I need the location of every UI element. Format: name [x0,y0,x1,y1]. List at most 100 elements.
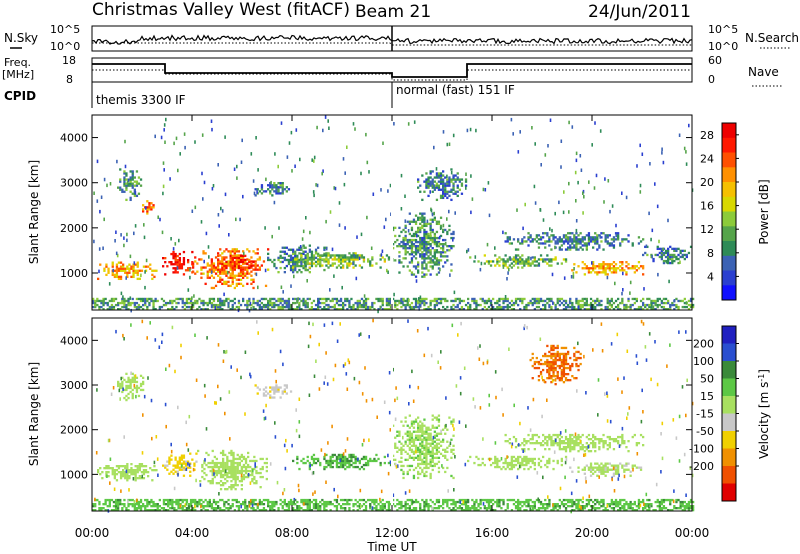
velocity-cell [521,461,524,465]
power-cell [589,267,593,270]
power-cell [273,305,276,309]
velocity-cell [193,464,196,467]
velocity-cell [178,462,181,465]
velocity-cell [573,358,576,362]
power-cell [339,262,343,265]
velocity-cell [226,463,229,467]
power-noise-cell [100,195,103,199]
velocity-cell [101,477,104,480]
power-cell [231,271,234,274]
velocity-cell [592,468,595,471]
power-cell [437,308,441,311]
power-cell [92,297,95,301]
power-cell [110,299,114,303]
velocity-cell [348,461,351,465]
power-cell [660,301,663,305]
power-cell [417,226,420,230]
velocity-cell [105,473,108,476]
power-cell [421,238,424,242]
power-cell [127,184,130,187]
velocity-cell [408,438,411,441]
velocity-cell [435,432,439,435]
velocity-cell [373,459,376,463]
power-cell [460,299,464,303]
velocity-cell [602,466,605,469]
power-noise-cell [582,211,584,215]
power-cell [583,236,586,239]
power-cell [608,308,611,311]
power-cell [381,299,384,303]
power-cell [304,262,307,265]
power-cell [123,170,126,173]
power-cell [298,260,301,264]
power-cell [621,263,624,266]
power-cell [394,240,397,244]
velocity-cell [558,352,561,356]
power-cell [437,180,441,183]
velocity-cell [261,475,264,479]
power-cell [639,308,643,311]
power-noise-cell [311,158,313,162]
power-cell [621,240,624,243]
power-cell [352,303,355,307]
power-cell [521,254,524,257]
power-cell [344,258,347,261]
velocity-cell [400,464,403,468]
power-cell [219,254,222,257]
power-cell [362,258,366,261]
power-cell [423,261,426,264]
power-cell [483,262,486,265]
power-cell [244,258,247,262]
power-cell [212,270,216,273]
power-cell [329,299,332,303]
power-cell [196,308,199,311]
power-noise-cell [173,141,175,146]
power-cell [412,265,416,268]
power-cell [235,266,238,269]
velocity-cell [219,451,223,455]
power-noise-cell [123,236,125,240]
power-cell [550,297,553,301]
velocity-cell [329,459,332,463]
velocity-cell [577,450,580,453]
power-cell [442,249,445,252]
power-cell [174,263,177,266]
power-cell [450,188,453,191]
velocity-cell [352,461,355,465]
power-cell [592,305,595,309]
power-noise-cell [293,274,295,279]
power-cell [427,236,430,240]
power-cell [360,266,364,269]
power-cell [223,262,226,265]
power-cell [219,305,222,309]
power-cell [617,232,620,235]
velocity-cell [519,461,522,465]
velocity-cell [562,346,566,350]
power-cell [433,253,436,256]
power-noise-cell [383,225,386,229]
power-cell [123,303,126,307]
velocity-cell [535,440,538,443]
power-cell [544,260,547,263]
velocity-cell [560,370,563,374]
power-cell [535,264,538,267]
power-cell [423,249,426,252]
velocity-cell [184,460,188,463]
power-cell [137,182,141,185]
power-cell [137,192,141,195]
power-cell [146,305,149,309]
power-cell [604,273,607,276]
power-cell [294,297,297,301]
velocity-cell [344,455,347,459]
power-cell [692,297,695,301]
velocity-cell [236,457,239,461]
velocity-cell [562,373,566,376]
velocity-cell [498,459,501,463]
velocity-cell [506,463,509,467]
velocity-cell [602,440,605,443]
power-cell [129,196,132,200]
velocity-cell [569,444,572,447]
velocity-cell [425,474,428,478]
power-noise-cell [667,218,669,223]
power-cell [506,238,509,241]
